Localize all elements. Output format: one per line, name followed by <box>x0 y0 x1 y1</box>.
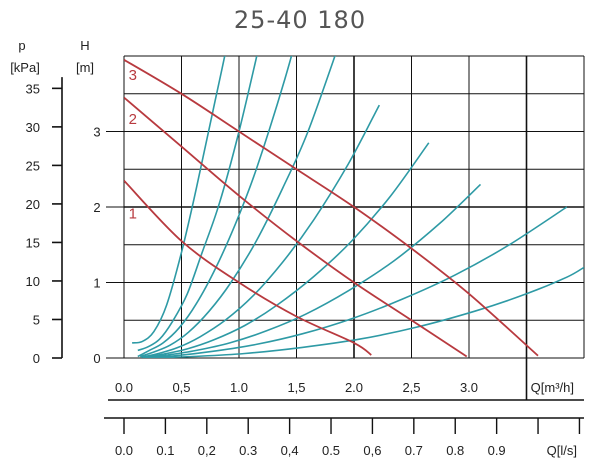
system-curve-7 <box>143 183 482 358</box>
flow-ls-tick-label: 0,6 <box>363 443 381 458</box>
system-curve-3 <box>137 56 293 358</box>
flow-ls-tick-label: 0.5 <box>322 443 340 458</box>
flow-m3h-tick-label: 2.0 <box>345 380 363 395</box>
axes-layer: 1 2 3 H [m] 0 1 2 3 p [kPa] 0 5 10 15 20 25 30 35 0.0 0,5 1.0… <box>10 38 584 458</box>
head-axis-label: H <box>80 38 89 53</box>
pressure-axis-tick-label: 30 <box>26 120 40 135</box>
head-axis-tick-label: 2 <box>93 200 100 215</box>
system-curve-5 <box>141 104 381 358</box>
system-curve-4 <box>139 56 336 358</box>
head-axis-tick-label: 0 <box>93 351 100 366</box>
pump-curve-label-3: 3 <box>129 67 137 84</box>
pump-curve-label-2: 2 <box>129 111 137 128</box>
pressure-axis-tick-label: 35 <box>26 81 40 96</box>
flow-ls-tick-label: 0.8 <box>446 443 464 458</box>
flow-ls-tick-label: 0,2 <box>198 443 216 458</box>
pressure-axis-tick-label: 20 <box>26 197 40 212</box>
system-curve-6 <box>142 142 430 358</box>
flow-m3h-axis-label: Q[m³/h] <box>531 380 574 395</box>
system-curve-2 <box>137 56 258 352</box>
flow-ls-tick-label: 0.3 <box>239 443 257 458</box>
pump-curve-3 <box>124 59 539 357</box>
flow-m3h-tick-label: 3.0 <box>460 380 478 395</box>
pump-curve-1 <box>124 179 372 356</box>
system-curves-layer <box>131 56 584 358</box>
system-curve-9 <box>146 266 584 358</box>
pump-curve-label-1: 1 <box>129 205 137 222</box>
pressure-axis-tick-label: 5 <box>33 312 40 327</box>
flow-ls-tick-label: 0.1 <box>156 443 174 458</box>
head-axis-unit: [m] <box>76 60 94 75</box>
flow-ls-tick-label: 0,4 <box>281 443 299 458</box>
pressure-axis-tick-label: 25 <box>26 158 40 173</box>
system-curve-1 <box>131 56 226 344</box>
flow-ls-tick-label: 0.9 <box>488 443 506 458</box>
head-axis-tick-label: 1 <box>93 276 100 291</box>
flow-m3h-tick-label: 0.0 <box>115 380 133 395</box>
chart-title: 25-40 180 <box>233 6 367 34</box>
head-axis-tick-label: 3 <box>93 125 100 140</box>
flow-m3h-tick-label: 1.0 <box>230 380 248 395</box>
flow-m3h-tick-label: 2,5 <box>402 380 420 395</box>
flow-ls-tick-label: 0.0 <box>115 443 133 458</box>
pressure-axis-tick-label: 10 <box>26 274 40 289</box>
pressure-axis-tick-label: 0 <box>33 351 40 366</box>
pressure-axis-tick-label: 15 <box>26 235 40 250</box>
pump-curve-2 <box>124 96 468 358</box>
flow-m3h-tick-label: 0,5 <box>172 380 190 395</box>
flow-m3h-tick-label: 1,5 <box>287 380 305 395</box>
system-curve-8 <box>144 206 568 358</box>
flow-ls-tick-label: 0.7 <box>405 443 423 458</box>
flow-ls-axis-label: Q[l/s] <box>547 443 577 458</box>
pressure-axis-label: p <box>18 38 25 53</box>
pump-curves-layer <box>124 59 539 358</box>
pressure-axis-unit: [kPa] <box>10 60 40 75</box>
